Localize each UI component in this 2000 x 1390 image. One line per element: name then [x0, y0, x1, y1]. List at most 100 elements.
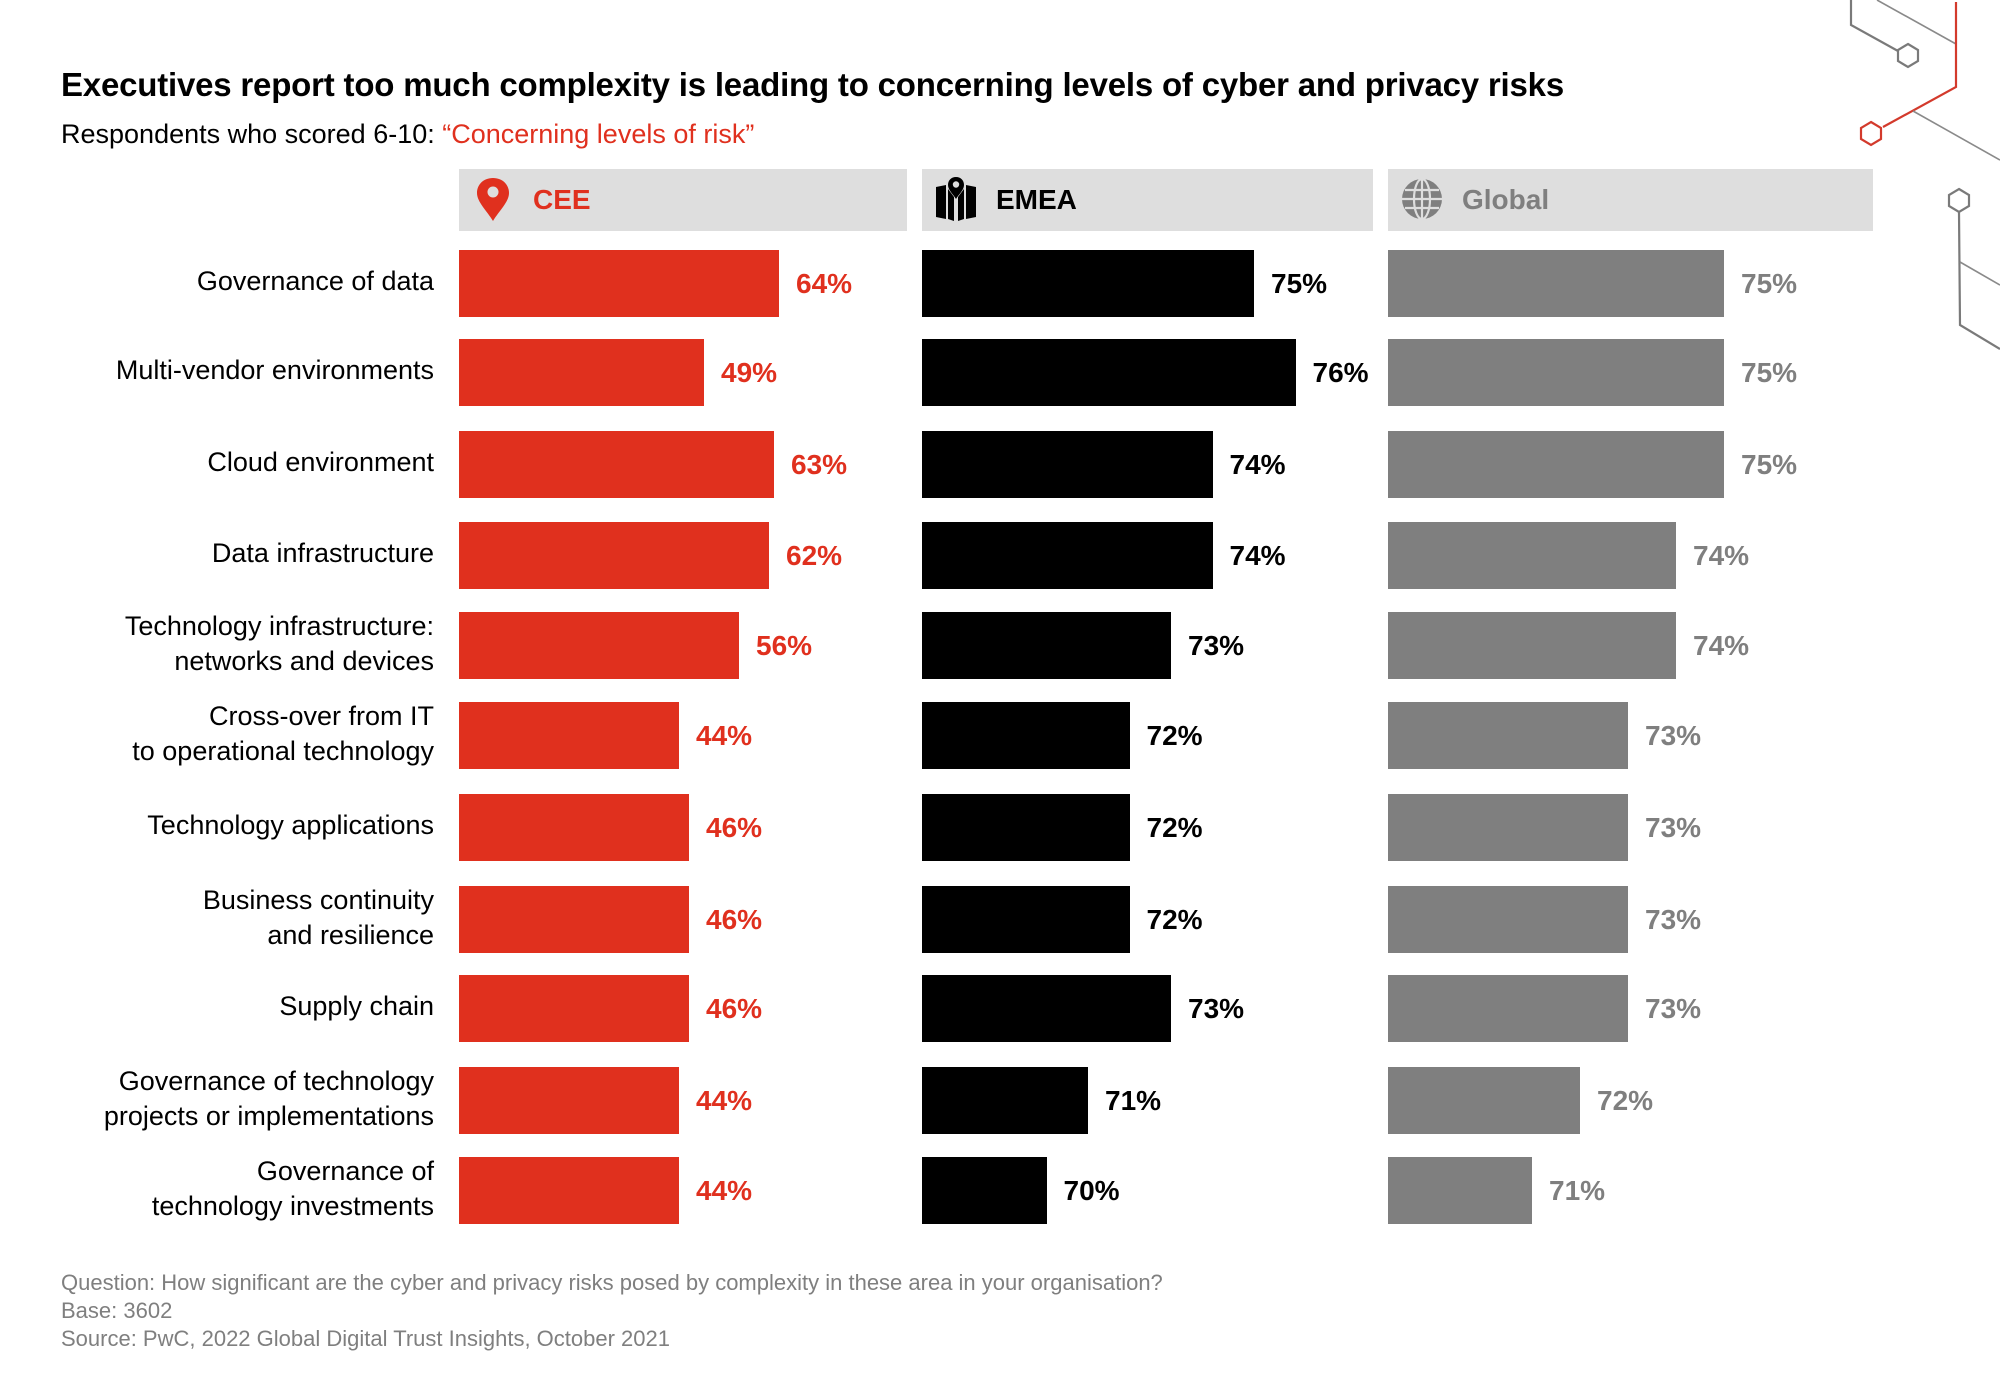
value-label-global: 73%: [1645, 904, 1702, 935]
value-label-emea: 74%: [1229, 449, 1286, 480]
bar-cee: [459, 431, 774, 498]
category-label-line: Governance of technology: [118, 1065, 434, 1096]
category-label-line: Governance of: [256, 1155, 434, 1186]
panel-header-label: CEE: [533, 184, 591, 215]
bar-cee: [459, 1157, 679, 1224]
value-label-cee: 56%: [756, 630, 813, 661]
bar-global: [1388, 612, 1676, 679]
bar-cee: [459, 522, 769, 589]
panel-header-label: Global: [1462, 184, 1550, 215]
value-label-emea: 71%: [1105, 1085, 1162, 1116]
category-label-line: Cloud environment: [207, 447, 434, 477]
value-label-emea: 75%: [1271, 268, 1328, 299]
value-label-emea: 74%: [1229, 540, 1286, 571]
bar-global: [1388, 794, 1628, 861]
value-label-cee: 46%: [706, 812, 763, 843]
footer-source: Source: PwC, 2022 Global Digital Trust I…: [61, 1326, 670, 1351]
value-label-cee: 44%: [696, 1175, 753, 1206]
bar-global: [1388, 431, 1724, 498]
value-label-emea: 72%: [1146, 812, 1203, 843]
bar-emea: [922, 431, 1213, 498]
value-label-global: 72%: [1597, 1085, 1654, 1116]
panel-header-emea: EMEA: [922, 169, 1373, 231]
category-label-line: Technology infrastructure:: [124, 610, 434, 641]
subtitle-highlight: “Concerning levels of risk”: [442, 119, 755, 149]
panel-header-global: Global: [1388, 169, 1873, 231]
bar-emea: [922, 339, 1296, 406]
bar-global: [1388, 1067, 1580, 1134]
category-label-line: Multi-vendor environments: [115, 355, 434, 385]
bar-global: [1388, 702, 1628, 769]
category-label-line: and resilience: [267, 919, 434, 950]
category-label: Technology infrastructure: networks and d…: [40, 609, 434, 679]
category-label-line: Governance of data: [196, 266, 434, 296]
bar-cee: [459, 339, 704, 406]
category-label-line: Data infrastructure: [211, 538, 434, 568]
category-label-line: Business continuity: [202, 884, 434, 915]
bar-cee: [459, 794, 689, 861]
category-label: Governance of technology investments: [40, 1154, 434, 1224]
bar-cee: [459, 612, 739, 679]
decoration-line: [1849, 0, 1899, 52]
category-label: Governance of data: [40, 264, 434, 299]
bar-cee: [459, 250, 779, 317]
value-label-emea: 73%: [1188, 993, 1245, 1024]
value-label-global: 74%: [1693, 630, 1750, 661]
bar-emea: [922, 702, 1130, 769]
value-label-global: 71%: [1549, 1175, 1606, 1206]
footer-question: Question: How significant are the cyber …: [61, 1270, 1163, 1295]
folded-map-icon: [936, 177, 976, 221]
value-label-emea: 73%: [1188, 630, 1245, 661]
value-label-cee: 44%: [696, 720, 753, 751]
hexagon-circuit-decoration: [1849, 0, 2000, 350]
category-label: Technology applications: [40, 808, 434, 843]
category-label: Data infrastructure: [40, 536, 434, 571]
hexagon-icon: [1896, 42, 1920, 69]
subtitle-prefix: Respondents who scored 6-10:: [61, 119, 443, 149]
bar-emea: [922, 1067, 1088, 1134]
value-label-global: 75%: [1741, 268, 1798, 299]
bar-emea: [922, 250, 1254, 317]
category-label-line: Supply chain: [279, 991, 434, 1021]
value-label-global: 74%: [1693, 540, 1750, 571]
bar-emea: [922, 886, 1130, 953]
bar-emea: [922, 522, 1213, 589]
value-label-emea: 76%: [1312, 357, 1369, 388]
chart-title: Executives report too much complexity is…: [61, 66, 1564, 103]
value-label-emea: 70%: [1063, 1175, 1120, 1206]
decoration-line-red: [1882, 2, 1958, 128]
map-pin-icon: [477, 178, 509, 221]
category-label-line: Technology applications: [147, 810, 434, 840]
bar-emea: [922, 794, 1130, 861]
value-label-cee: 64%: [796, 268, 853, 299]
bar-emea: [922, 1157, 1047, 1224]
bar-global: [1388, 339, 1724, 406]
value-label-cee: 62%: [786, 540, 843, 571]
bar-cee: [459, 975, 689, 1042]
category-label-line: to operational technology: [132, 735, 434, 766]
footer-base: Base: 3602: [61, 1298, 173, 1323]
category-label-line: technology investments: [151, 1190, 434, 1221]
category-label: Cross-over from IT to operational technol…: [40, 699, 434, 769]
value-label-global: 73%: [1645, 720, 1702, 751]
value-label-global: 73%: [1645, 993, 1702, 1024]
bar-cee: [459, 702, 679, 769]
value-label-cee: 46%: [706, 904, 763, 935]
category-label: Governance of technology projects or impl…: [40, 1064, 434, 1134]
value-label-global: 75%: [1741, 357, 1798, 388]
value-label-cee: 49%: [721, 357, 778, 388]
value-label-cee: 63%: [791, 449, 848, 480]
panel-header-label: EMEA: [996, 184, 1077, 215]
globe-icon: [1402, 177, 1442, 221]
category-label-line: Cross-over from IT: [208, 700, 434, 731]
decoration-line: [1876, 0, 1957, 45]
category-label: Cloud environment: [40, 445, 434, 480]
value-label-cee: 46%: [706, 993, 763, 1024]
bar-global: [1388, 1157, 1532, 1224]
category-label: Business continuity and resilience: [40, 883, 434, 953]
value-label-cee: 44%: [696, 1085, 753, 1116]
value-label-global: 73%: [1645, 812, 1702, 843]
decoration-line: [1912, 110, 2000, 161]
value-label-global: 75%: [1741, 449, 1798, 480]
decoration-line: [1959, 261, 2000, 286]
